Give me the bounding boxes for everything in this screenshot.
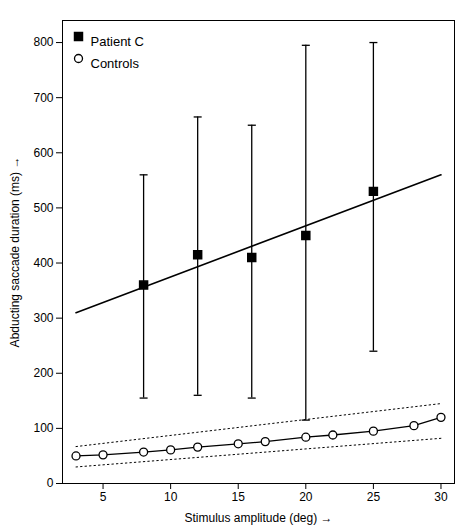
svg-text:700: 700 <box>33 91 53 105</box>
svg-text:20: 20 <box>299 490 313 504</box>
svg-text:Abducting saccade duration (ms: Abducting saccade duration (ms) → <box>8 157 22 348</box>
svg-text:200: 200 <box>33 366 53 380</box>
svg-text:500: 500 <box>33 201 53 215</box>
svg-text:15: 15 <box>232 490 246 504</box>
svg-text:600: 600 <box>33 146 53 160</box>
svg-text:100: 100 <box>33 421 53 435</box>
svg-text:25: 25 <box>367 490 381 504</box>
svg-text:0: 0 <box>47 476 54 490</box>
svg-text:300: 300 <box>33 311 53 325</box>
svg-text:800: 800 <box>33 35 53 49</box>
svg-text:Stimulus amplitude (deg) →: Stimulus amplitude (deg) → <box>184 511 332 525</box>
svg-text:30: 30 <box>434 490 448 504</box>
svg-text:Controls: Controls <box>91 56 140 71</box>
svg-text:10: 10 <box>164 490 178 504</box>
svg-text:400: 400 <box>33 256 53 270</box>
svg-text:5: 5 <box>100 490 107 504</box>
svg-text:Patient C: Patient C <box>91 34 144 49</box>
